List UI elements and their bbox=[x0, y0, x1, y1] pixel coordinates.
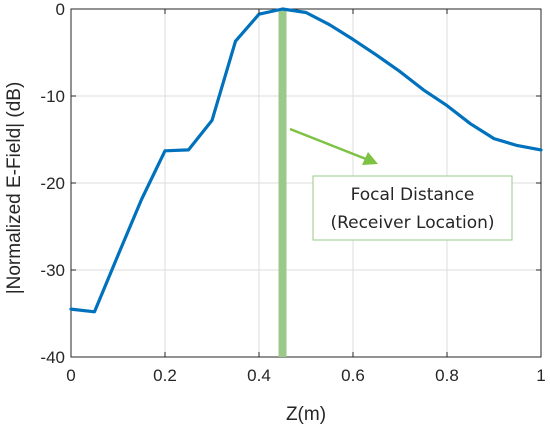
annotation-text-line1: Focal Distance bbox=[351, 185, 475, 205]
focal-distance-annotation: Focal Distance (Receiver Location) bbox=[289, 127, 513, 241]
y-tick-label: 0 bbox=[56, 0, 65, 19]
annotation-arrow bbox=[289, 127, 367, 161]
y-axis-label: |Normalized E-Field| (dB) bbox=[4, 82, 25, 295]
x-tick-label: 0.2 bbox=[153, 366, 177, 385]
x-tick-label: 1 bbox=[536, 366, 545, 385]
annotation-arrow-head bbox=[362, 152, 378, 165]
x-tick-label: 0.4 bbox=[247, 366, 271, 385]
annotation-text-line2: (Receiver Location) bbox=[330, 213, 494, 233]
y-tick-label: -10 bbox=[40, 87, 65, 106]
axis-ticks bbox=[70, 8, 542, 358]
y-tick-labels: -40 -30 -20 -10 0 bbox=[40, 0, 65, 367]
focal-distance-marker-line bbox=[278, 9, 287, 357]
annotation-box bbox=[312, 175, 513, 241]
x-tick-label: 0.8 bbox=[435, 366, 459, 385]
x-tick-label: 0 bbox=[66, 366, 75, 385]
x-axis-label: Z(m) bbox=[286, 404, 326, 425]
y-tick-label: -40 bbox=[40, 348, 65, 367]
x-tick-label: 0.6 bbox=[341, 366, 365, 385]
y-tick-label: -30 bbox=[40, 261, 65, 280]
series-line bbox=[69, 7, 543, 314]
x-tick-labels: 0 0.2 0.4 0.6 0.8 1 bbox=[66, 366, 545, 385]
y-tick-label: -20 bbox=[40, 174, 65, 193]
